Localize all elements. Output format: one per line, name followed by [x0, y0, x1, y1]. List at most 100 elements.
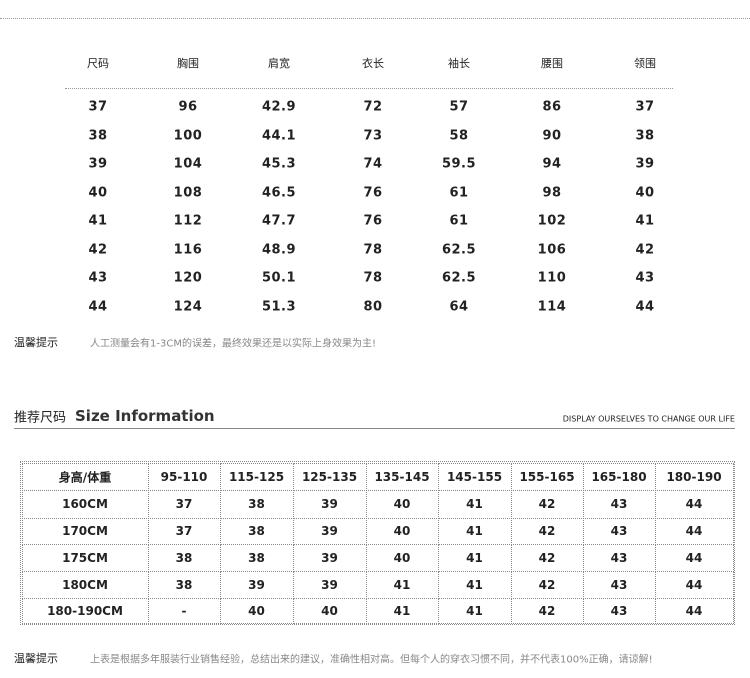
- table-cell: 44: [685, 524, 703, 538]
- table-cell: 40: [88, 185, 108, 200]
- table-cell: 39: [321, 577, 338, 592]
- header-cell: 袖长: [448, 57, 470, 70]
- table-cell: 40: [248, 603, 265, 618]
- table-cell: 170CM: [62, 524, 108, 538]
- table-cell: 37: [88, 99, 108, 115]
- table-cell: 160CM: [62, 497, 108, 511]
- header-cell: 180-190: [666, 469, 722, 484]
- table-cell: 39: [88, 156, 108, 172]
- table-cell: 37: [635, 99, 655, 115]
- header-cell: 衣长: [362, 57, 384, 70]
- table-cell: 39: [321, 497, 338, 511]
- divider: [65, 88, 673, 89]
- note-text: 上表是根据多年服装行业销售经验，总结出来的建议，准确性相对高。但每个人的穿衣习惯…: [90, 654, 653, 666]
- table-cell: 40: [321, 603, 338, 618]
- table-cell: 43: [610, 577, 628, 592]
- table-cell: 61: [449, 185, 469, 200]
- table-cell: 43: [610, 497, 628, 511]
- table-cell: 44: [88, 299, 108, 314]
- table-cell: 44: [685, 603, 703, 618]
- table-cell: 40: [635, 185, 655, 200]
- table-cell: 44: [685, 497, 703, 511]
- header-cell: 155-165: [519, 469, 575, 484]
- table-cell: 43: [88, 270, 108, 286]
- table-cell: 78: [363, 270, 383, 286]
- table-cell: 86: [542, 99, 562, 115]
- table-cell: 175CM: [62, 550, 108, 565]
- table-cell: 62.5: [441, 270, 477, 286]
- table-cell: 41: [466, 603, 483, 618]
- table-cell: 98: [542, 185, 562, 200]
- divider: [0, 18, 750, 19]
- table-cell: 38: [635, 128, 655, 143]
- table-cell: 42.9: [261, 99, 297, 115]
- table-cell: 38: [175, 550, 193, 565]
- table-cell: 38: [248, 550, 265, 565]
- table-cell: 43: [610, 603, 628, 618]
- table-cell: 42: [538, 577, 556, 592]
- table-cell: 78: [363, 242, 383, 257]
- table-cell: 44: [635, 299, 655, 314]
- table-cell: 96: [178, 99, 198, 115]
- table-cell: 120: [173, 270, 203, 286]
- table-cell: 47.7: [261, 213, 297, 229]
- table-cell: 80: [363, 299, 383, 314]
- table-cell: 39: [248, 577, 265, 592]
- header-cell: 肩宽: [268, 57, 290, 70]
- table-cell: 42: [88, 242, 108, 257]
- table-cell: 106: [537, 242, 567, 257]
- table-cell: 43: [635, 270, 655, 286]
- table-cell: 41: [466, 497, 483, 511]
- table-cell: 73: [363, 128, 383, 143]
- table-cell: 44.1: [261, 128, 297, 143]
- table-cell: 41: [466, 524, 483, 538]
- header-cell: 领围: [634, 57, 656, 70]
- table-cell: 112: [173, 213, 203, 229]
- table-cell: 44: [685, 577, 703, 592]
- table-cell: 39: [321, 550, 338, 565]
- table-cell: 64: [449, 299, 469, 314]
- table-cell: 38: [248, 524, 265, 538]
- header-cell: 115-125: [228, 469, 285, 484]
- note-label: 温馨提示: [14, 652, 58, 665]
- table-cell: 76: [363, 185, 383, 200]
- table-cell: 41: [466, 550, 483, 565]
- section-title-en: Size Information: [75, 407, 215, 425]
- table-cell: 38: [248, 497, 265, 511]
- table-cell: 38: [88, 128, 108, 143]
- table-cell: 41: [635, 213, 655, 229]
- table-cell: 61: [449, 213, 469, 229]
- table-cell: 110: [537, 270, 567, 286]
- table-cell: 76: [363, 213, 383, 229]
- table-cell: 50.1: [261, 270, 297, 286]
- table-cell: 94: [542, 156, 562, 172]
- section-title-cn: 推荐尺码: [14, 410, 67, 426]
- table-cell: 72: [363, 99, 383, 115]
- table-cell: 57: [449, 99, 469, 115]
- table-cell: 114: [537, 299, 567, 314]
- header-cell: 165-180: [591, 469, 647, 484]
- table-cell: 37: [175, 524, 193, 538]
- table-cell: 108: [173, 185, 203, 200]
- table-cell: 44: [685, 550, 703, 565]
- table-cell: 51.3: [261, 299, 297, 314]
- header-cell: 身高/体重: [58, 470, 112, 484]
- table-cell: 39: [635, 156, 655, 172]
- table-cell: 100: [173, 128, 203, 143]
- table-cell: 42: [538, 550, 556, 565]
- header-cell: 95-110: [160, 469, 208, 484]
- table-cell: -: [181, 603, 187, 618]
- table-cell: 43: [610, 550, 628, 565]
- table-cell: 41: [393, 577, 411, 592]
- table-cell: 90: [542, 128, 562, 143]
- table-cell: 46.5: [261, 185, 297, 200]
- table-cell: 58: [449, 128, 469, 143]
- table-cell: 74: [363, 156, 383, 172]
- table-cell: 41: [88, 213, 108, 229]
- section-line: [14, 428, 735, 429]
- table-cell: 124: [173, 299, 203, 314]
- table-cell: 102: [537, 213, 567, 229]
- note-label: 温馨提示: [14, 336, 58, 349]
- table-cell: 42: [538, 524, 556, 538]
